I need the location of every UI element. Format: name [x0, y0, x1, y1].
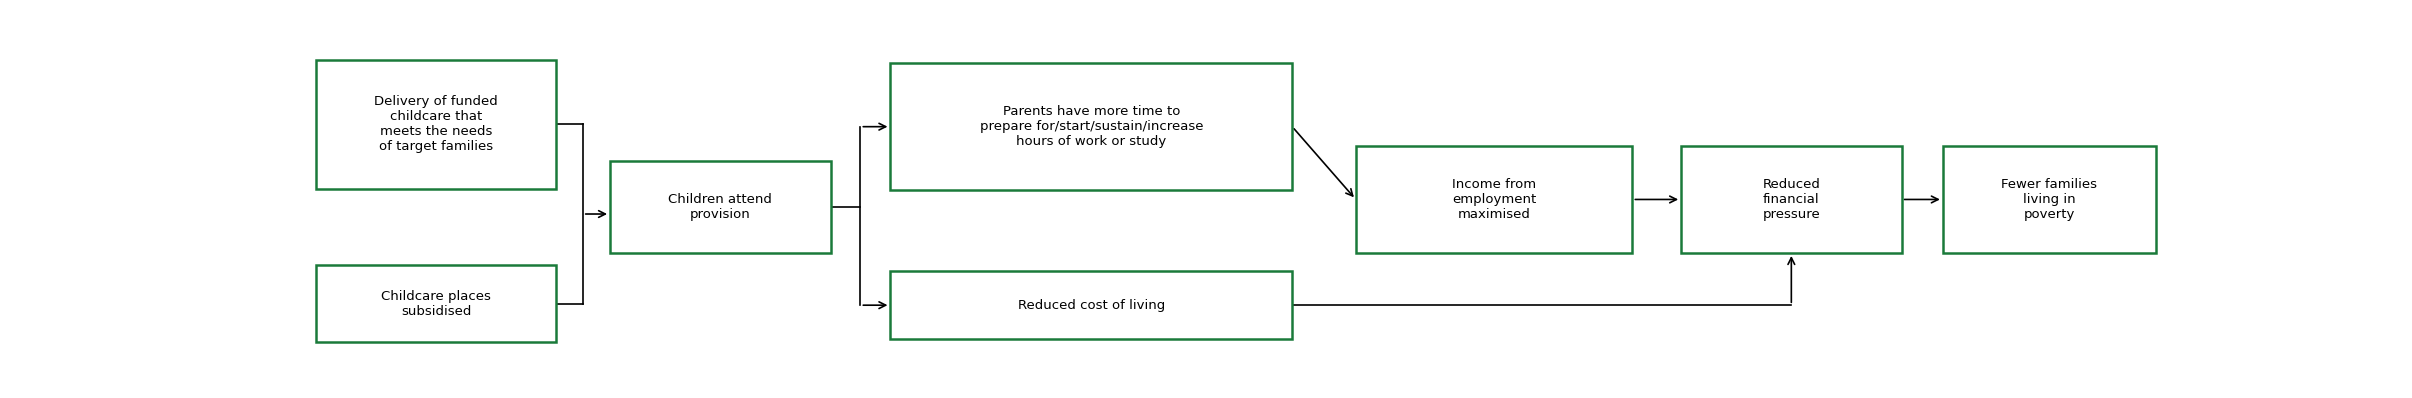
- Text: Reduced cost of living: Reduced cost of living: [1018, 298, 1165, 312]
- FancyBboxPatch shape: [890, 271, 1293, 339]
- Text: Parents have more time to
prepare for/start/sustain/increase
hours of work or st: Parents have more time to prepare for/st…: [979, 105, 1204, 148]
- FancyBboxPatch shape: [1356, 146, 1633, 253]
- FancyBboxPatch shape: [1681, 146, 1901, 253]
- FancyBboxPatch shape: [1942, 146, 2156, 253]
- Text: Income from
employment
maximised: Income from employment maximised: [1452, 178, 1536, 221]
- FancyBboxPatch shape: [890, 63, 1293, 190]
- Text: Children attend
provision: Children attend provision: [668, 193, 772, 221]
- FancyBboxPatch shape: [610, 161, 830, 253]
- Text: Reduced
financial
pressure: Reduced financial pressure: [1763, 178, 1821, 221]
- FancyBboxPatch shape: [316, 60, 555, 189]
- FancyBboxPatch shape: [316, 265, 555, 342]
- Text: Fewer families
living in
poverty: Fewer families living in poverty: [2002, 178, 2098, 221]
- Text: Delivery of funded
childcare that
meets the needs
of target families: Delivery of funded childcare that meets …: [374, 96, 497, 153]
- Text: Childcare places
subsidised: Childcare places subsidised: [381, 290, 492, 318]
